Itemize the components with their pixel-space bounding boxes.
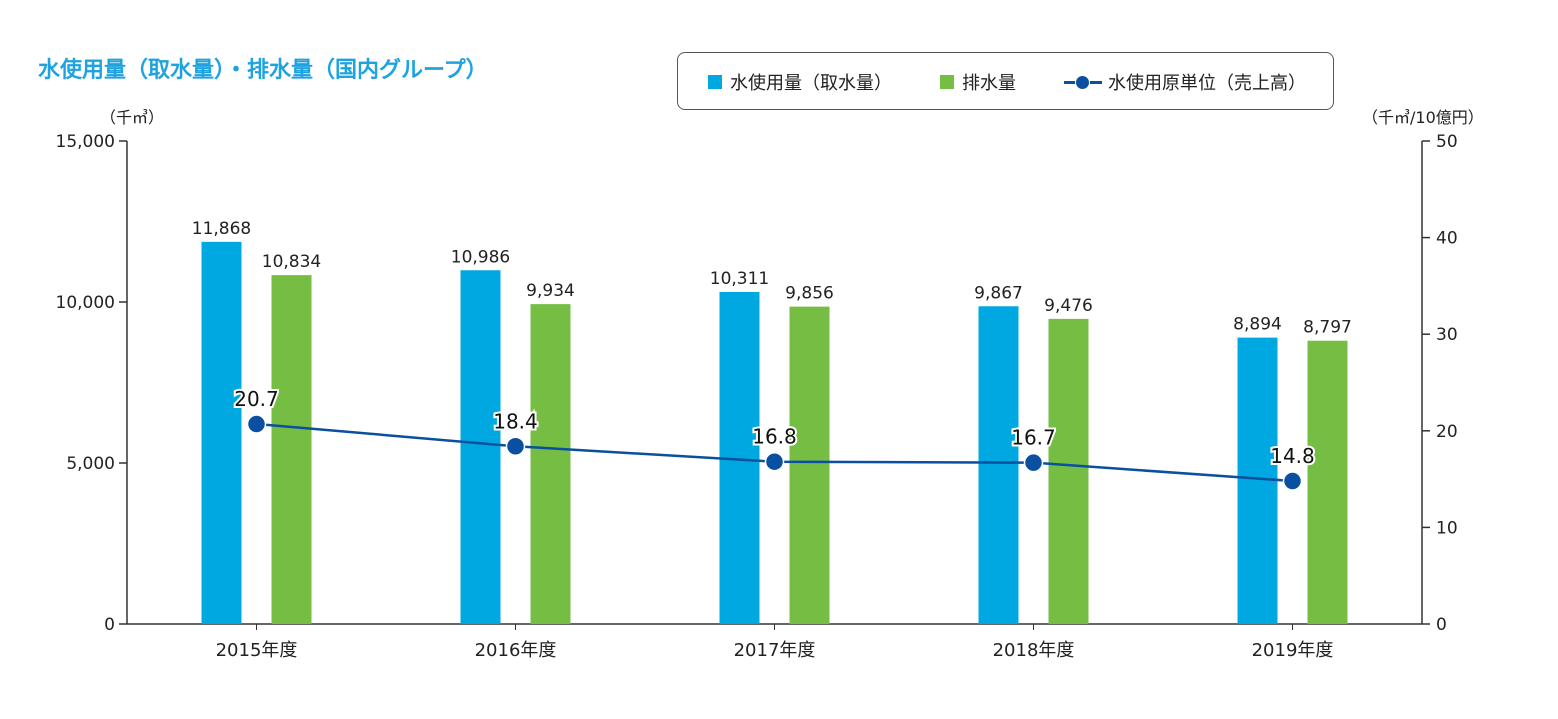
x-tick-label: 2016年度 [475, 640, 557, 661]
legend-label-intensity: 水使用原単位（売上高） [1108, 73, 1306, 94]
bar-discharge [271, 275, 312, 624]
bar-discharge [1307, 340, 1348, 624]
data-label-discharge: 10,834 [262, 252, 321, 272]
data-label-discharge: 8,797 [1303, 318, 1352, 338]
intensity-point [505, 436, 526, 457]
data-label-discharge: 9,934 [526, 281, 575, 301]
data-label-water-use: 10,311 [710, 269, 769, 289]
legend: 水使用量（取水量） 排水量 水使用原単位（売上高） [677, 52, 1334, 110]
bar-water-use [1237, 337, 1278, 624]
intensity-point [1282, 471, 1303, 491]
data-label-intensity: 14.8 [1270, 444, 1315, 468]
left-tick-label: 15,000 [56, 132, 115, 152]
bar-water-use [978, 306, 1019, 624]
data-label-intensity: 18.4 [493, 409, 538, 433]
intensity-point [246, 414, 267, 434]
legend-item-intensity: 水使用原単位（売上高） [1064, 53, 1306, 111]
discharge-swatch [940, 75, 954, 89]
data-label-intensity: 16.8 [752, 425, 797, 449]
data-label-discharge: 9,856 [785, 284, 834, 304]
right-tick-label: 0 [1436, 615, 1447, 635]
data-label-discharge: 9,476 [1044, 296, 1093, 316]
intensity-point [764, 451, 785, 472]
left-tick-label: 0 [104, 615, 115, 635]
intensity-point [1023, 452, 1044, 473]
data-label-water-use: 11,868 [192, 219, 251, 239]
chart-title: 水使用量（取水量）・排水量（国内グループ） [38, 58, 488, 83]
bar-discharge [530, 304, 571, 624]
bar-discharge [1048, 318, 1089, 624]
data-label-intensity: 16.7 [1011, 426, 1056, 450]
right-tick-label: 20 [1436, 422, 1458, 442]
right-tick-label: 30 [1436, 325, 1458, 345]
data-label-water-use: 8,894 [1233, 315, 1282, 335]
intensity-line-swatch [1064, 75, 1102, 90]
left-tick-label: 10,000 [56, 293, 115, 313]
right-axis-unit: （千㎥/10億円） [1362, 108, 1484, 127]
legend-item-discharge: 排水量 [940, 53, 1016, 111]
x-tick-label: 2015年度 [216, 640, 298, 661]
data-label-intensity: 20.7 [234, 387, 279, 411]
legend-label-discharge: 排水量 [962, 73, 1016, 94]
right-tick-label: 40 [1436, 229, 1458, 249]
data-label-water-use: 9,867 [974, 283, 1023, 303]
x-tick-label: 2018年度 [993, 640, 1075, 661]
left-tick-label: 5,000 [66, 454, 115, 474]
legend-label-water-use: 水使用量（取水量） [730, 73, 892, 94]
left-axis-unit: （千㎥） [100, 108, 165, 127]
bar-discharge [789, 306, 830, 624]
legend-item-water-use: 水使用量（取水量） [708, 53, 892, 111]
bar-water-use [460, 270, 501, 624]
right-tick-label: 10 [1436, 518, 1458, 538]
water-use-swatch [708, 75, 722, 89]
right-tick-label: 50 [1436, 132, 1458, 152]
bar-water-use [201, 241, 242, 624]
x-tick-label: 2017年度 [734, 640, 816, 661]
data-label-water-use: 10,986 [451, 247, 510, 267]
x-tick-label: 2019年度 [1252, 640, 1334, 661]
